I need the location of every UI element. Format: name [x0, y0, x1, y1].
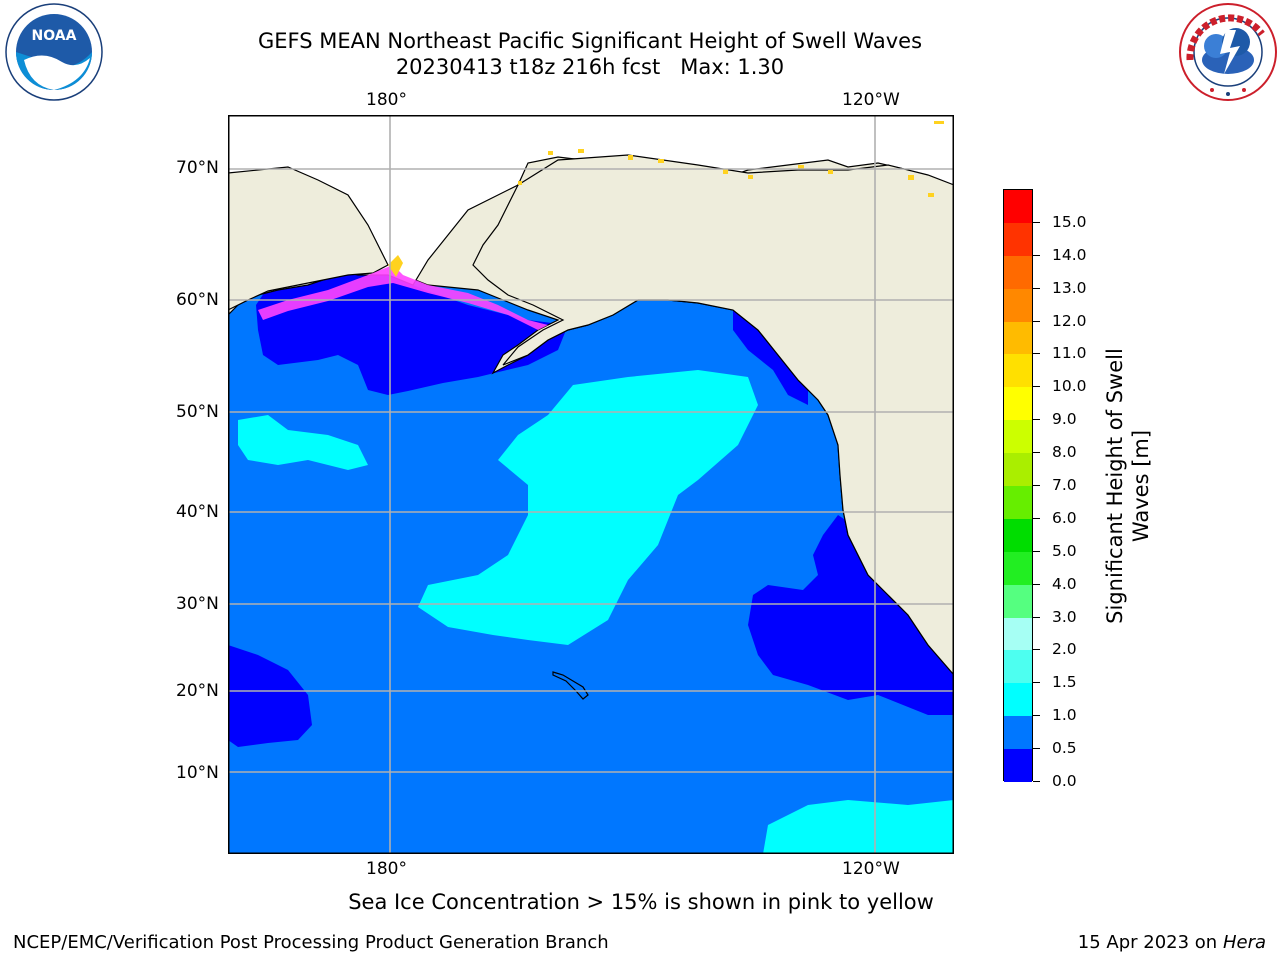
- colorbar-tick-mark: [1033, 287, 1040, 289]
- lat-tick-20n: 20°N: [176, 681, 219, 701]
- colorbar-tick-mark: [1033, 649, 1040, 651]
- colorbar-tick-mark: [1033, 550, 1040, 552]
- low-swell-west: [228, 645, 312, 747]
- low-swell-bering: [256, 271, 568, 395]
- colorbar-title: Significant Height of Swell Waves [m]: [1103, 348, 1153, 624]
- colorbar-segment: [1004, 749, 1032, 782]
- lon-tick-bottom-120w: 120°W: [842, 859, 900, 879]
- low-swell-gulf: [733, 310, 808, 405]
- colorbar-segment: [1004, 486, 1032, 519]
- sea-ice-yellow: [388, 255, 403, 277]
- colorbar-tick-mark: [1033, 781, 1040, 782]
- lon-tick-top-180: 180°: [366, 90, 407, 110]
- nws-logo: [1176, 0, 1280, 104]
- colorbar-tick-label: 4.0: [1052, 574, 1077, 593]
- footer-date: 15 Apr 2023 on Hera: [1077, 932, 1266, 953]
- colorbar-tick-mark: [1033, 221, 1040, 223]
- colorbar-segment: [1004, 354, 1032, 388]
- colorbar-tick-label: 0.0: [1052, 772, 1077, 790]
- sea-ice-bering: [258, 265, 548, 330]
- colorbar-tick-mark: [1033, 583, 1040, 585]
- colorbar-tick-mark: [1033, 517, 1040, 519]
- colorbar-tick-label: 14.0: [1052, 245, 1087, 264]
- colorbar-tick-label: 8.0: [1052, 443, 1077, 462]
- lat-tick-40n: 40°N: [176, 502, 219, 522]
- map-gridlines: [228, 115, 954, 854]
- colorbar-tick-mark: [1033, 254, 1040, 256]
- lat-tick-10n: 10°N: [176, 763, 219, 783]
- colorbar-tick-label: 2.0: [1052, 640, 1077, 659]
- colorbar-tick-label: 1.5: [1052, 673, 1077, 692]
- colorbar-tick-label: 9.0: [1052, 410, 1077, 429]
- sea-ice-caption: Sea Ice Concentration > 15% is shown in …: [348, 890, 934, 914]
- lat-tick-60n: 60°N: [176, 290, 219, 310]
- lat-tick-70n: 70°N: [176, 158, 219, 178]
- lat-tick-50n: 50°N: [176, 402, 219, 422]
- colorbar-tick-mark: [1033, 682, 1040, 684]
- noaa-logo: NOAA: [4, 2, 104, 102]
- colorbar-segment: [1004, 222, 1032, 256]
- lon-tick-top-120w: 120°W: [842, 90, 900, 110]
- colorbar-tick-label: 12.0: [1052, 311, 1087, 330]
- colorbar-tick-mark: [1033, 715, 1040, 717]
- colorbar-tick-label: 1.0: [1052, 706, 1077, 725]
- footer-host: Hera: [1222, 932, 1266, 953]
- noaa-logo-text: NOAA: [32, 28, 77, 44]
- colorbar-segment: [1004, 617, 1032, 651]
- colorbar-tick-label: 15.0: [1052, 212, 1087, 231]
- colorbar-tick-label: 13.0: [1052, 278, 1087, 297]
- colorbar-segment: [1004, 551, 1032, 585]
- map-canvas: [228, 115, 954, 854]
- colorbar-tick-label: 6.0: [1052, 508, 1077, 527]
- colorbar-tick-mark: [1033, 320, 1040, 322]
- swell-cyan-se: [763, 800, 954, 854]
- colorbar-segment: [1004, 683, 1032, 717]
- low-swell-baja: [748, 515, 954, 715]
- colorbar-tick-label: 10.0: [1052, 377, 1087, 396]
- colorbar-tick-label: 3.0: [1052, 607, 1077, 626]
- lon-tick-bottom-180: 180°: [366, 859, 407, 879]
- colorbar-segment: [1004, 190, 1032, 223]
- colorbar-tick-label: 7.0: [1052, 476, 1077, 494]
- footer-branch: NCEP/EMC/Verification Post Processing Pr…: [13, 932, 609, 953]
- map-subtitle: 20230413 t18z 216h fcst Max: 1.30: [395, 55, 785, 79]
- colorbar-tick-mark: [1033, 452, 1040, 454]
- colorbar-tick-mark: [1033, 386, 1040, 388]
- colorbar-segment: [1004, 288, 1032, 322]
- colorbar: [1003, 189, 1033, 782]
- swell-cyan-nw: [238, 415, 368, 470]
- lat-tick-30n: 30°N: [176, 594, 219, 614]
- colorbar-tick-label: 5.0: [1052, 541, 1077, 560]
- colorbar-tick-label: 0.5: [1052, 739, 1077, 758]
- map-frame: [228, 115, 954, 854]
- colorbar-tick-mark: [1033, 485, 1040, 486]
- sea-ice-arctic: [518, 121, 944, 197]
- colorbar-tick-mark: [1033, 353, 1040, 355]
- colorbar-segment: [1004, 321, 1032, 355]
- colorbar-tick-mark: [1033, 616, 1040, 618]
- colorbar-tick-mark: [1033, 419, 1040, 421]
- map-panel: [228, 115, 954, 854]
- colorbar-segment: [1004, 255, 1032, 289]
- swell-central-cyan: [418, 370, 758, 645]
- hawaii: [552, 671, 589, 700]
- colorbar-segment: [1004, 518, 1032, 552]
- colorbar-segment: [1004, 453, 1032, 486]
- colorbar-segment: [1004, 716, 1032, 750]
- colorbar-segment: [1004, 650, 1032, 684]
- colorbar-tick-label: 11.0: [1052, 344, 1087, 363]
- colorbar-segment: [1004, 420, 1032, 454]
- colorbar-tick-mark: [1033, 748, 1040, 750]
- colorbar-segment: [1004, 584, 1032, 618]
- map-title: GEFS MEAN Northeast Pacific Significant …: [257, 29, 923, 53]
- colorbar-segment: [1004, 387, 1032, 421]
